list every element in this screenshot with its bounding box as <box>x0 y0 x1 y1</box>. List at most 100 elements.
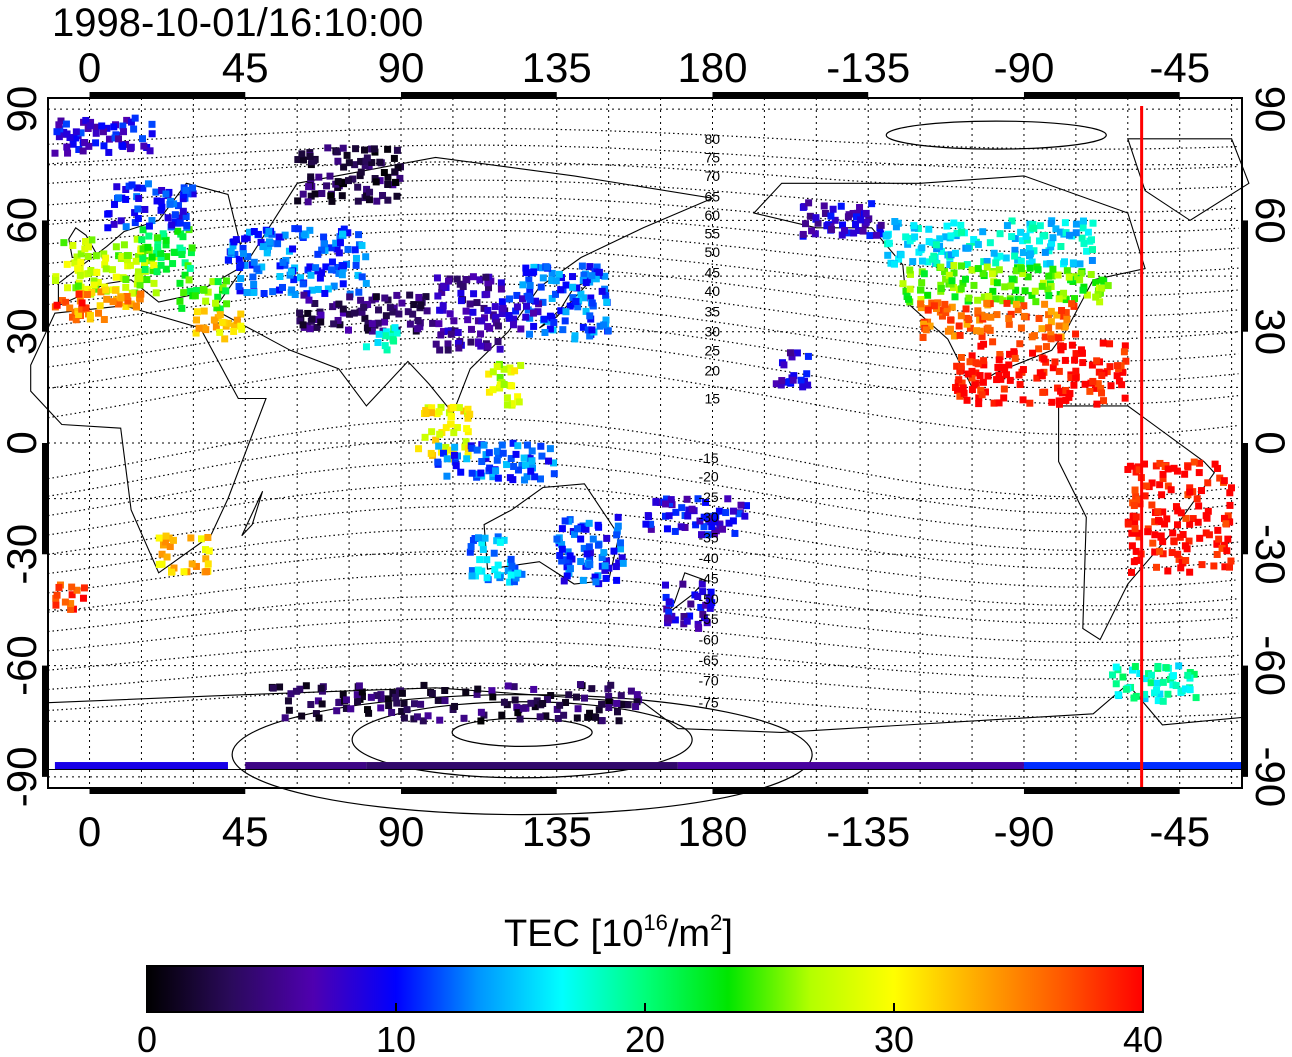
tec-sample <box>181 271 189 279</box>
tec-sample <box>1079 286 1087 294</box>
tec-sample <box>1155 516 1163 524</box>
tec-sample <box>514 569 522 577</box>
contour-label: -35 <box>698 530 718 546</box>
tec-sample <box>605 699 613 707</box>
tec-sample <box>514 442 522 450</box>
tec-sample <box>298 150 306 158</box>
tec-sample <box>108 266 116 274</box>
tec-sample <box>511 367 519 375</box>
tec-sample <box>1072 350 1080 358</box>
tec-sample <box>384 180 392 188</box>
tec-sample <box>1164 465 1172 473</box>
tec-sample <box>918 244 926 252</box>
tec-sample <box>224 319 232 327</box>
tec-sample <box>224 256 232 264</box>
tec-sample <box>1003 299 1011 307</box>
tec-sample <box>968 352 976 360</box>
tec-sample <box>642 520 650 528</box>
tec-sample <box>339 305 347 313</box>
tec-sample <box>69 140 77 148</box>
tec-sample <box>1220 514 1228 522</box>
tec-sample <box>153 250 161 258</box>
tec-sample <box>1159 697 1167 705</box>
tec-sample <box>917 304 925 312</box>
tec-sample <box>1087 270 1095 278</box>
tec-sample <box>417 700 425 708</box>
tec-sample <box>127 143 135 151</box>
tec-sample <box>995 356 1003 364</box>
tec-sample <box>956 331 964 339</box>
tec-sample <box>483 556 491 564</box>
tec-sample <box>491 566 499 574</box>
tec-sample <box>302 682 310 690</box>
tec-sample <box>524 306 532 314</box>
tec-sample <box>530 322 538 330</box>
tec-sample <box>306 226 314 234</box>
tec-sample <box>473 446 481 454</box>
tec-sample <box>1136 670 1144 678</box>
tec-sample <box>497 279 505 287</box>
tec-sample <box>398 299 406 307</box>
tec-sample <box>330 282 338 290</box>
tec-sample <box>666 499 674 507</box>
tec-sample <box>390 154 398 162</box>
tec-sample <box>996 295 1004 303</box>
tec-sample <box>493 362 501 370</box>
tec-sample <box>1222 520 1230 528</box>
tec-sample <box>136 290 144 298</box>
tec-sample <box>1086 387 1094 395</box>
tec-sample <box>844 213 852 221</box>
tec-sample <box>885 239 893 247</box>
tec-sample <box>450 429 458 437</box>
tec-sample <box>1124 520 1132 528</box>
tec-sample <box>1147 679 1155 687</box>
tec-sample <box>153 268 161 276</box>
tec-sample <box>665 608 673 616</box>
tec-sample <box>569 294 577 302</box>
tec-sample <box>73 586 81 594</box>
tec-sample <box>141 265 149 273</box>
tec-sample <box>500 698 508 706</box>
tec-sample <box>1132 513 1140 521</box>
tec-sample <box>128 181 136 189</box>
x-tick-label-bottom: -45 <box>1149 808 1210 855</box>
tec-sample <box>1077 346 1085 354</box>
tec-sample <box>290 276 298 284</box>
tec-sample <box>558 525 566 533</box>
tec-sample <box>527 467 535 475</box>
tec-sample <box>562 699 570 707</box>
tec-sample <box>157 197 165 205</box>
tec-sample <box>237 310 245 318</box>
tec-sample <box>1205 531 1213 539</box>
tec-sample <box>480 441 488 449</box>
tec-sample <box>1148 479 1156 487</box>
tec-sample <box>237 322 245 330</box>
tec-sample <box>530 263 538 271</box>
tec-sample <box>78 305 86 313</box>
tec-sample <box>667 496 675 504</box>
tec-sample <box>1156 547 1164 555</box>
tec-sample <box>484 306 492 314</box>
tec-sample <box>166 200 174 208</box>
tec-sample <box>672 508 680 516</box>
tec-sample <box>488 687 496 695</box>
tec-sample <box>134 214 142 222</box>
tec-sample <box>953 229 961 237</box>
tec-sample <box>62 120 70 128</box>
tec-sample <box>584 326 592 334</box>
tec-sample <box>704 531 712 539</box>
contour-label: -50 <box>698 591 718 607</box>
tec-sample <box>358 242 366 250</box>
tec-sample <box>95 309 103 317</box>
tec-sample <box>517 361 525 369</box>
tec-sample <box>311 300 319 308</box>
tec-sample <box>485 370 493 378</box>
tec-sample <box>520 454 528 462</box>
tec-sample <box>716 521 724 529</box>
tec-sample <box>1215 535 1223 543</box>
tec-sample <box>1186 488 1194 496</box>
tec-sample <box>519 295 527 303</box>
tec-sample <box>377 704 385 712</box>
tec-sample <box>427 449 435 457</box>
tec-sample <box>112 273 120 281</box>
